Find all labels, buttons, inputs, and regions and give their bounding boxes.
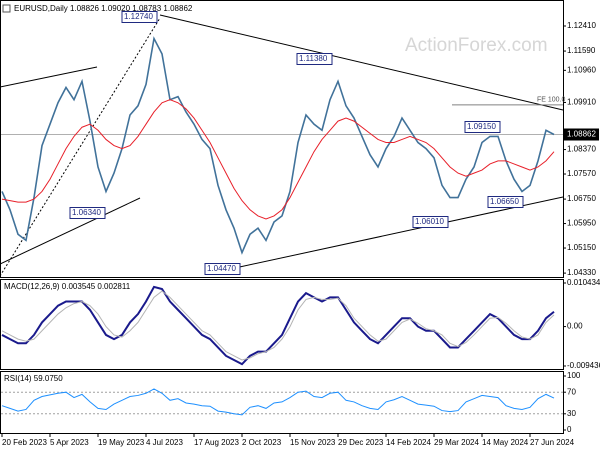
x-tick-label: 19 May 2023 [98, 438, 145, 447]
trend-lines [0, 14, 564, 277]
annotation-box [464, 121, 501, 133]
y-tick-label: 1.09910 [567, 98, 596, 107]
y-tick-label: 70 [567, 387, 576, 396]
y-tick-label: 1.06750 [567, 194, 596, 203]
annotation-label: 1.09150 [467, 122, 496, 131]
price-header: EURUSD,Daily 1.08826 1.09020 1.08783 1.0… [14, 4, 193, 13]
projection-line [0, 17, 161, 277]
x-tick-label: 29 Mar 2024 [434, 438, 479, 447]
y-tick-label: 0 [567, 425, 572, 434]
y-tick-label: 30 [567, 409, 576, 418]
annotation-label: 1.06340 [72, 208, 101, 217]
annotation-box [121, 11, 158, 23]
y-tick-label: 1.08370 [567, 145, 596, 154]
y-tick-label: 1.11590 [567, 46, 596, 55]
annotation-box [296, 53, 333, 65]
x-tick-label: 14 Feb 2024 [386, 438, 431, 447]
last-price-box [563, 128, 599, 141]
y-tick-label: 0.00 [567, 322, 583, 331]
x-tick-label: 4 Jul 2023 [146, 438, 183, 447]
annotation-label: 1.04470 [207, 264, 236, 273]
x-tick-label: 29 Dec 2023 [338, 438, 384, 447]
x-tick-label: 20 Feb 2023 [2, 438, 47, 447]
x-tick-label: 14 May 2024 [482, 438, 529, 447]
y-tick-label: 1.07570 [567, 169, 596, 178]
last-price-label: 1.08862 [567, 130, 596, 139]
series-line [1, 285, 555, 366]
y-tick-label: 0.010434 [567, 278, 600, 287]
x-tick-label: 5 Apr 2023 [50, 438, 89, 447]
fe-label: FE 100.0 [537, 97, 566, 104]
annotation-box [412, 216, 449, 228]
series-line [1, 388, 555, 416]
rsi-panel [0, 371, 564, 434]
y-tick-label: 1.05150 [567, 243, 596, 252]
triangle-lower [234, 196, 564, 269]
y-tick-label: 1.10960 [567, 65, 596, 74]
annotation-box [69, 207, 106, 219]
channel-lower [0, 197, 141, 265]
x-tick-label: 2 Oct 2023 [242, 438, 282, 447]
y-tick-label: 1.12410 [567, 21, 596, 30]
rsi-header: RSI(14) 59.0750 [4, 374, 63, 383]
annotation-label: 1.12740 [124, 12, 153, 21]
triangle-upper [159, 14, 564, 111]
series-line [1, 36, 555, 255]
x-tick-label: 27 Jun 2024 [530, 438, 575, 447]
y-tick-label: -0.009436 [567, 361, 600, 370]
annotation-box [487, 196, 524, 208]
symbol-icon [2, 4, 11, 13]
channel-upper [0, 66, 98, 88]
y-tick-label: 1.04330 [567, 268, 596, 277]
macd-panel [0, 279, 564, 370]
macd-header: MACD(12,26,9) 0.003545 0.002811 [4, 282, 131, 291]
watermark: ActionForex.com [405, 35, 548, 56]
annotation-label: 1.06010 [415, 217, 444, 226]
y-tick-label: 1.05950 [567, 219, 596, 228]
x-tick-label: 17 Aug 2023 [194, 438, 239, 447]
annotation-label: 1.06650 [490, 197, 519, 206]
y-tick-label: 100 [567, 371, 581, 380]
series-line [1, 290, 555, 361]
series-line [1, 99, 555, 220]
annotation-label: 1.11380 [299, 54, 328, 63]
x-tick-label: 15 Nov 2023 [290, 438, 336, 447]
annotation-box [204, 263, 241, 275]
